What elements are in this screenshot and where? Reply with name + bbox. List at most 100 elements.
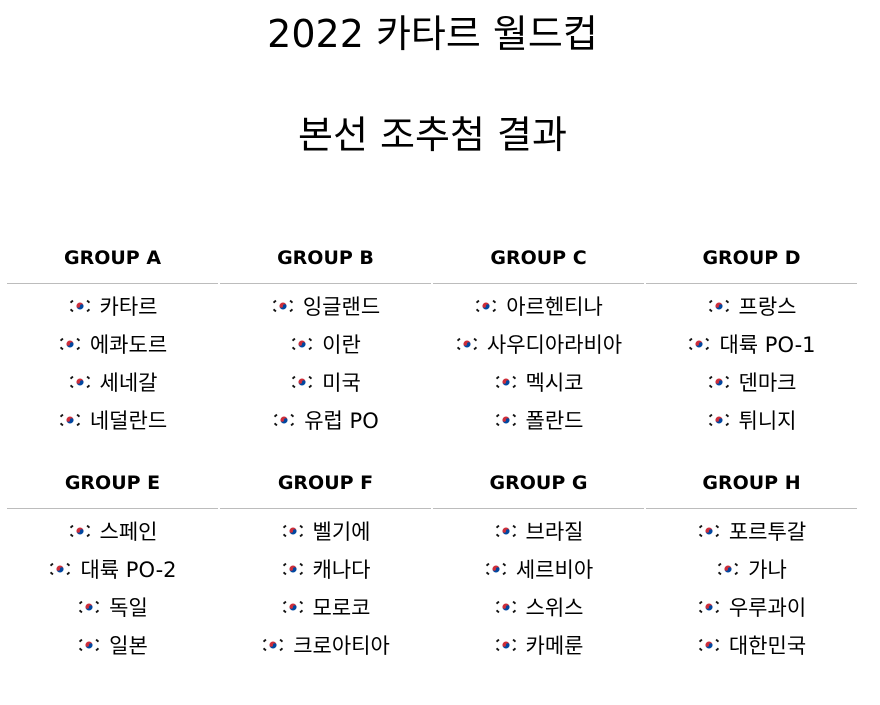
team-name: 에콰도르 — [89, 333, 168, 357]
south-korea-flag-icon — [272, 412, 297, 428]
team-item: 캐나다 — [219, 550, 432, 588]
south-korea-flag-icon — [77, 637, 102, 653]
south-korea-flag-icon — [696, 523, 721, 539]
team-name: 아르헨티나 — [506, 295, 603, 319]
group-card-g: GROUP G 브라질 세르비아 스위스 카메룬 — [432, 458, 645, 664]
team-item: 아르헨티나 — [432, 287, 645, 325]
team-name: 크로아티아 — [293, 634, 390, 658]
team-name: 프랑스 — [738, 295, 797, 319]
team-item: 대륙 PO-1 — [645, 325, 858, 363]
south-korea-flag-icon — [493, 412, 518, 428]
team-name: 세르비아 — [515, 558, 594, 582]
group-title-e: GROUP E — [7, 458, 218, 509]
south-korea-flag-icon — [77, 599, 102, 615]
team-item: 미국 — [219, 363, 432, 401]
group-title-a: GROUP A — [7, 233, 218, 284]
team-name: 벨기에 — [312, 520, 371, 544]
team-item: 프랑스 — [645, 287, 858, 325]
team-item: 이란 — [219, 325, 432, 363]
south-korea-flag-icon — [280, 599, 305, 615]
team-name: 사우디아라비아 — [486, 333, 623, 357]
south-korea-flag-icon — [706, 374, 731, 390]
team-item: 덴마크 — [645, 363, 858, 401]
team-item: 크로아티아 — [219, 626, 432, 664]
team-item: 스페인 — [6, 512, 219, 550]
team-list: 카타르 에콰도르 세네갈 네덜란드 — [6, 284, 219, 439]
team-name: 폴란드 — [525, 409, 584, 433]
groups-row-1: GROUP A 카타르 에콰도르 세네갈 네덜란드 GROUP B 잉글랜드 이란 미국 유… — [6, 233, 858, 439]
team-item: 독일 — [6, 588, 219, 626]
south-korea-flag-icon — [67, 523, 92, 539]
south-korea-flag-icon — [290, 374, 315, 390]
south-korea-flag-icon — [493, 374, 518, 390]
south-korea-flag-icon — [687, 336, 712, 352]
team-list: 포르투갈 가나 우루과이 대한민국 — [645, 509, 858, 664]
team-item: 포르투갈 — [645, 512, 858, 550]
page-subtitle: 본선 조추첨 결과 — [298, 113, 567, 157]
group-title-d: GROUP D — [646, 233, 857, 284]
south-korea-flag-icon — [57, 412, 82, 428]
team-item: 대한민국 — [645, 626, 858, 664]
south-korea-flag-icon — [290, 336, 315, 352]
team-item: 브라질 — [432, 512, 645, 550]
team-item: 사우디아라비아 — [432, 325, 645, 363]
page-title: 2022 카타르 월드컵 — [267, 12, 598, 56]
team-name: 포르투갈 — [728, 520, 807, 544]
south-korea-flag-icon — [280, 523, 305, 539]
south-korea-flag-icon — [57, 336, 82, 352]
group-title-b: GROUP B — [220, 233, 431, 284]
team-item: 세르비아 — [432, 550, 645, 588]
south-korea-flag-icon — [454, 336, 479, 352]
team-item: 유럽 PO — [219, 401, 432, 439]
south-korea-flag-icon — [483, 561, 508, 577]
south-korea-flag-icon — [706, 298, 731, 314]
team-item: 모로코 — [219, 588, 432, 626]
team-name: 가나 — [748, 558, 787, 582]
team-item: 튀니지 — [645, 401, 858, 439]
south-korea-flag-icon — [67, 374, 92, 390]
south-korea-flag-icon — [696, 637, 721, 653]
team-item: 폴란드 — [432, 401, 645, 439]
team-name: 카타르 — [99, 295, 158, 319]
team-item: 일본 — [6, 626, 219, 664]
team-name: 캐나다 — [312, 558, 371, 582]
team-item: 멕시코 — [432, 363, 645, 401]
team-item: 카타르 — [6, 287, 219, 325]
south-korea-flag-icon — [696, 599, 721, 615]
team-name: 대한민국 — [728, 634, 807, 658]
south-korea-flag-icon — [474, 298, 499, 314]
south-korea-flag-icon — [706, 412, 731, 428]
group-title-c: GROUP C — [433, 233, 644, 284]
south-korea-flag-icon — [493, 599, 518, 615]
south-korea-flag-icon — [493, 523, 518, 539]
south-korea-flag-icon — [261, 637, 286, 653]
team-name: 튀니지 — [738, 409, 797, 433]
team-name: 모로코 — [312, 596, 371, 620]
group-title-f: GROUP F — [220, 458, 431, 509]
south-korea-flag-icon — [48, 561, 73, 577]
team-name: 세네갈 — [99, 371, 158, 395]
team-name: 카메룬 — [525, 634, 584, 658]
team-name: 스위스 — [525, 596, 584, 620]
south-korea-flag-icon — [716, 561, 741, 577]
group-card-a: GROUP A 카타르 에콰도르 세네갈 네덜란드 — [6, 233, 219, 439]
team-name: 대륙 PO-1 — [719, 333, 816, 357]
team-item: 에콰도르 — [6, 325, 219, 363]
team-name: 멕시코 — [525, 371, 584, 395]
group-title-h: GROUP H — [646, 458, 857, 509]
team-item: 카메룬 — [432, 626, 645, 664]
team-name: 대륙 PO-2 — [80, 558, 177, 582]
team-item: 벨기에 — [219, 512, 432, 550]
team-name: 독일 — [109, 596, 148, 620]
team-name: 잉글랜드 — [302, 295, 381, 319]
